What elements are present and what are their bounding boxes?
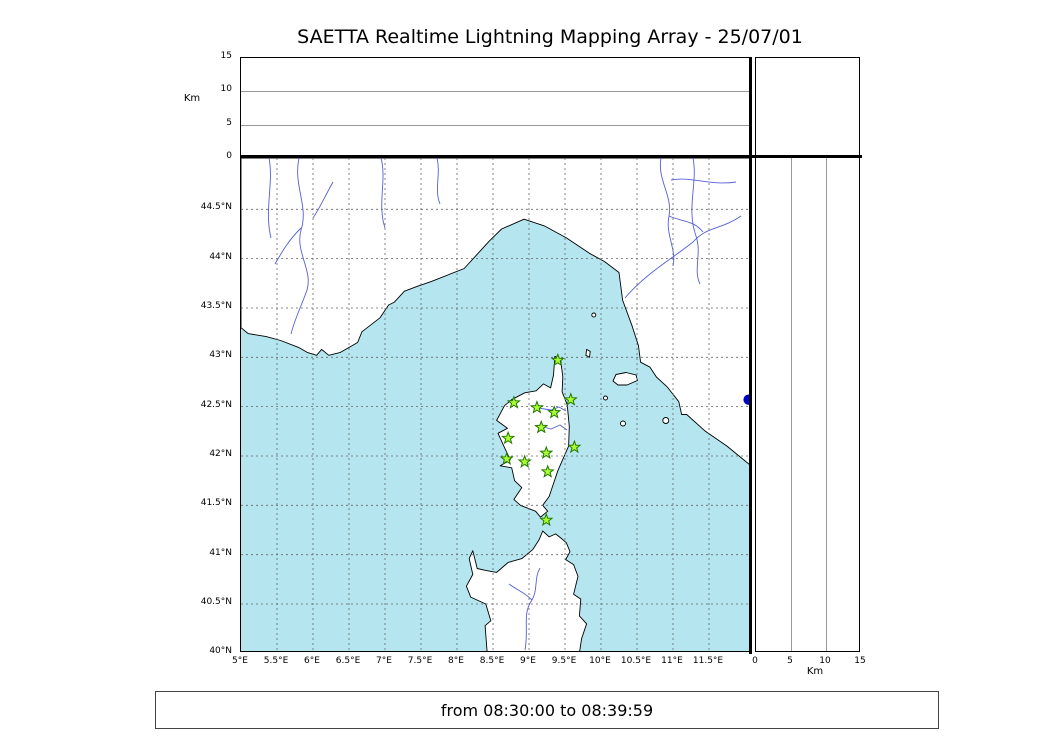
river-line [691, 158, 701, 285]
altitude-gridline [241, 124, 749, 126]
lat-tick-label: 42°N [209, 448, 232, 459]
map-canvas [241, 158, 749, 651]
station-marker [539, 512, 554, 527]
river-line [380, 158, 386, 229]
lon-tick-label: 9.5°E [551, 656, 577, 666]
altitude-tick-label: 5 [226, 117, 232, 128]
rivers [267, 158, 742, 651]
river-line [436, 158, 441, 205]
lat-tick-label: 42.5°N [200, 399, 232, 410]
river-line [312, 181, 334, 219]
lon-tick-label: 10.5°E [620, 656, 652, 666]
lat-tick-label: 44.5°N [200, 202, 232, 213]
altitude-tick-label: 15 [854, 656, 866, 666]
station-marker [550, 352, 565, 367]
altitude-gridline [791, 158, 792, 651]
altitude-tick-label: 10 [819, 656, 831, 666]
station-marker [567, 439, 582, 454]
altitude-longitude-panel [240, 57, 750, 157]
altitude-tick-label: 15 [220, 51, 232, 61]
lat-tick-label: 41.5°N [200, 498, 232, 509]
giglio-island [662, 417, 670, 424]
grid-layer [241, 158, 749, 651]
altitude-tick-label: 10 [220, 84, 232, 95]
pianosa-island [603, 395, 608, 401]
lat-tick-label: 43°N [209, 350, 232, 361]
lat-tick-label: 40.5°N [200, 596, 232, 607]
altitude-tick-label: 0 [226, 151, 232, 161]
gorgona-island [591, 312, 597, 318]
altitude-axis-label-right: Km [806, 666, 824, 677]
station-marker [540, 464, 555, 478]
station-marker [563, 392, 578, 406]
lon-tick-label: 8°E [448, 656, 464, 666]
river-line [624, 215, 742, 299]
figure-title: SAETTA Realtime Lightning Mapping Array … [297, 26, 803, 48]
lon-tick-label: 11.5°E [692, 656, 724, 666]
lon-tick-label: 6°E [304, 656, 320, 666]
station-marker [529, 400, 544, 414]
lon-tick-label: 6.5°E [335, 656, 361, 666]
station-marker [547, 405, 562, 419]
lon-tick-label: 11°E [661, 656, 683, 666]
river-line [508, 583, 533, 601]
station-marker [534, 419, 549, 434]
time-range-label: from 08:30:00 to 08:39:59 [440, 700, 654, 720]
montecristo-island [620, 420, 626, 427]
altitude-tick-label: 5 [787, 656, 793, 666]
lat-tick-label: 44°N [209, 251, 232, 262]
river-line [670, 178, 737, 184]
station-marker [499, 451, 514, 465]
sardinia-island [465, 530, 588, 651]
station-marker [501, 430, 516, 445]
river-line [659, 158, 675, 267]
lat-tick-label: 41°N [209, 547, 232, 558]
lat-tick-label: 43.5°N [200, 300, 232, 311]
panel-divider-vertical [749, 57, 752, 654]
altitude-gridline [241, 91, 749, 93]
elba-island [612, 372, 638, 386]
river-line [668, 215, 704, 233]
station-marker [539, 445, 554, 460]
lon-tick-label: 7°E [376, 656, 392, 666]
river-line [267, 158, 272, 239]
time-range-box: from 08:30:00 to 08:39:59 [155, 691, 939, 729]
station-marker [506, 395, 521, 409]
lon-tick-label: 5°E [232, 656, 248, 666]
lon-tick-label: 10°E [589, 656, 611, 666]
altitude-gridline [826, 158, 827, 651]
river-line [274, 227, 302, 265]
lon-tick-label: 7.5°E [407, 656, 433, 666]
capraia-island [585, 348, 591, 358]
altitude-latitude-panel [755, 157, 860, 652]
river-line [290, 158, 309, 335]
panel-divider-horizontal [240, 155, 862, 158]
river-line [539, 424, 568, 431]
corner-box [755, 57, 860, 157]
lon-tick-label: 9°E [520, 656, 536, 666]
altitude-axis-label-left: Km [183, 93, 201, 104]
lon-tick-label: 5.5°E [263, 656, 289, 666]
station-marker [517, 454, 532, 468]
map-panel [240, 157, 750, 652]
lon-tick-label: 8.5°E [479, 656, 505, 666]
marker-layer [499, 352, 749, 527]
mainland-coastline [241, 158, 749, 465]
lightning-event-marker [743, 394, 749, 405]
altitude-tick-label: 0 [752, 656, 758, 666]
lat-tick-label: 40°N [209, 646, 232, 657]
